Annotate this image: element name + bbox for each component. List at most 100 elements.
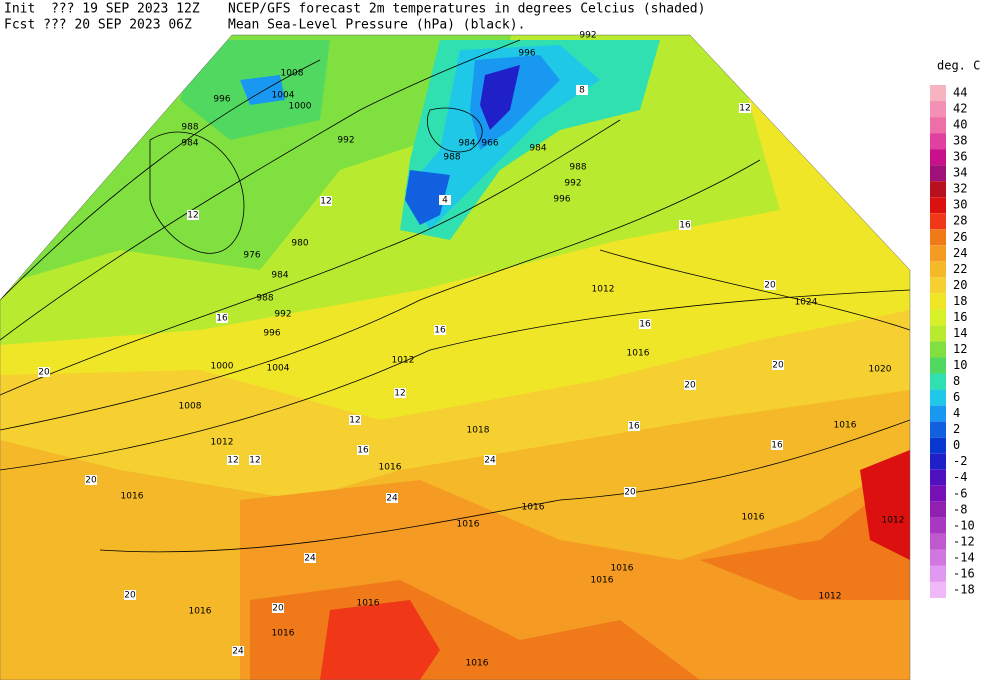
- isobar-label: 1016: [522, 503, 545, 513]
- temperature-label-box: [434, 325, 446, 335]
- temperature-label-box: [624, 487, 636, 497]
- legend-label: 10: [953, 358, 967, 372]
- legend-label: 28: [953, 214, 967, 228]
- legend-swatch: [930, 229, 946, 246]
- isobar-label: 996: [553, 195, 570, 205]
- legend-swatch: [930, 469, 946, 486]
- isobar-label: 984: [458, 139, 475, 149]
- temperature-label: 16: [628, 422, 640, 432]
- legend-swatch: [930, 565, 946, 582]
- legend-swatch: [930, 437, 946, 454]
- isobar-label: 992: [337, 136, 354, 146]
- temperature-label-box: [38, 367, 50, 377]
- temperature-label-box: [772, 360, 784, 370]
- temperature-label-box: [320, 196, 332, 206]
- isobar-label: 984: [529, 144, 546, 154]
- legend-swatch: [930, 197, 946, 214]
- legend-swatch: [930, 405, 946, 422]
- temperature-label-box: [439, 195, 451, 205]
- temperature-label-box: [679, 220, 691, 230]
- isobar-label: 988: [181, 123, 198, 133]
- legend-swatch: [930, 165, 946, 182]
- isobar-label: 984: [181, 139, 198, 149]
- isobar-label: 1016: [272, 629, 295, 639]
- temperature-label-box: [227, 455, 239, 465]
- legend-label: 42: [953, 102, 967, 116]
- temperature-label: 20: [772, 361, 784, 371]
- isobar-label: 988: [256, 294, 273, 304]
- temperature-label: 16: [216, 314, 228, 324]
- map-subtitle: Mean Sea-Level Pressure (hPa) (black).: [228, 18, 525, 33]
- isobar-label: 988: [569, 163, 586, 173]
- temperature-label-box: [357, 445, 369, 455]
- map-title: NCEP/GFS forecast 2m temperatures in deg…: [228, 2, 705, 17]
- isobar-label: 984: [271, 271, 288, 281]
- temperature-label: 12: [320, 197, 331, 207]
- legend-label: -6: [953, 486, 967, 500]
- legend-swatch: [930, 549, 946, 566]
- legend-swatch: [930, 213, 946, 230]
- temperature-label-box: [249, 455, 261, 465]
- temperature-label: 24: [232, 647, 244, 657]
- isobar-label: 980: [291, 239, 308, 249]
- temperature-label-box: [576, 85, 588, 95]
- legend-label: 4: [953, 406, 960, 420]
- isobar-label: 1004: [272, 91, 295, 101]
- temperature-label: 12: [227, 456, 238, 466]
- legend-swatch: [930, 261, 946, 278]
- isobar-label: 1012: [819, 592, 842, 602]
- isobar-label: 1016: [466, 659, 489, 669]
- temperature-label-box: [771, 440, 783, 450]
- legend-swatch: [930, 325, 946, 342]
- legend-label: 18: [953, 294, 967, 308]
- legend-label: -18: [953, 582, 975, 596]
- legend-label: -12: [953, 534, 975, 548]
- legend-label: 34: [953, 166, 967, 180]
- isobar-label: 1000: [211, 362, 234, 372]
- legend-label: -16: [953, 566, 975, 580]
- isobar-label: 976: [243, 251, 260, 261]
- temperature-label: 24: [304, 554, 316, 564]
- temperature-label: 16: [357, 446, 369, 456]
- legend-swatch: [930, 245, 946, 262]
- temperature-label-box: [124, 590, 136, 600]
- temperature-label: 24: [484, 456, 496, 466]
- isobar-label: 996: [263, 329, 280, 339]
- isobar-label: 1008: [281, 69, 304, 79]
- temperature-label: 4: [442, 196, 448, 206]
- legend-swatch: [930, 501, 946, 518]
- isobar-label: 992: [564, 179, 581, 189]
- temperature-label: 8: [579, 86, 585, 96]
- temperature-label-box: [394, 388, 406, 398]
- legend-swatch: [930, 581, 946, 598]
- legend-label: 6: [953, 390, 960, 404]
- temperature-label: 16: [771, 441, 783, 451]
- legend-swatch: [930, 453, 946, 470]
- legend-swatch: [930, 373, 946, 390]
- legend-label: 36: [953, 150, 967, 164]
- legend-swatch: [930, 85, 946, 101]
- legend-label: 24: [953, 246, 967, 260]
- legend-label: 8: [953, 374, 960, 388]
- temperature-label-box: [764, 280, 776, 290]
- isobar-label: 1024: [795, 298, 818, 308]
- temperature-label: 12: [394, 389, 405, 399]
- isobar-label: 1016: [457, 520, 480, 530]
- legend-swatch: [930, 309, 946, 326]
- isobar-label: 1004: [267, 364, 290, 374]
- temperature-label: 16: [639, 320, 651, 330]
- legend-label: -14: [953, 550, 975, 564]
- legend-swatch: [930, 117, 946, 134]
- legend-label: 26: [953, 230, 967, 244]
- isobar-label: 1012: [211, 438, 234, 448]
- legend-label: 30: [953, 198, 967, 212]
- isobar-label: 1016: [834, 421, 857, 431]
- temperature-label: 16: [679, 221, 691, 231]
- legend-label: 12: [953, 342, 967, 356]
- isobar-label: 992: [579, 31, 596, 41]
- isobar-label: 1008: [179, 402, 202, 412]
- legend-swatch: [930, 149, 946, 166]
- temperature-label-box: [386, 493, 398, 503]
- temperature-label: 12: [349, 416, 360, 426]
